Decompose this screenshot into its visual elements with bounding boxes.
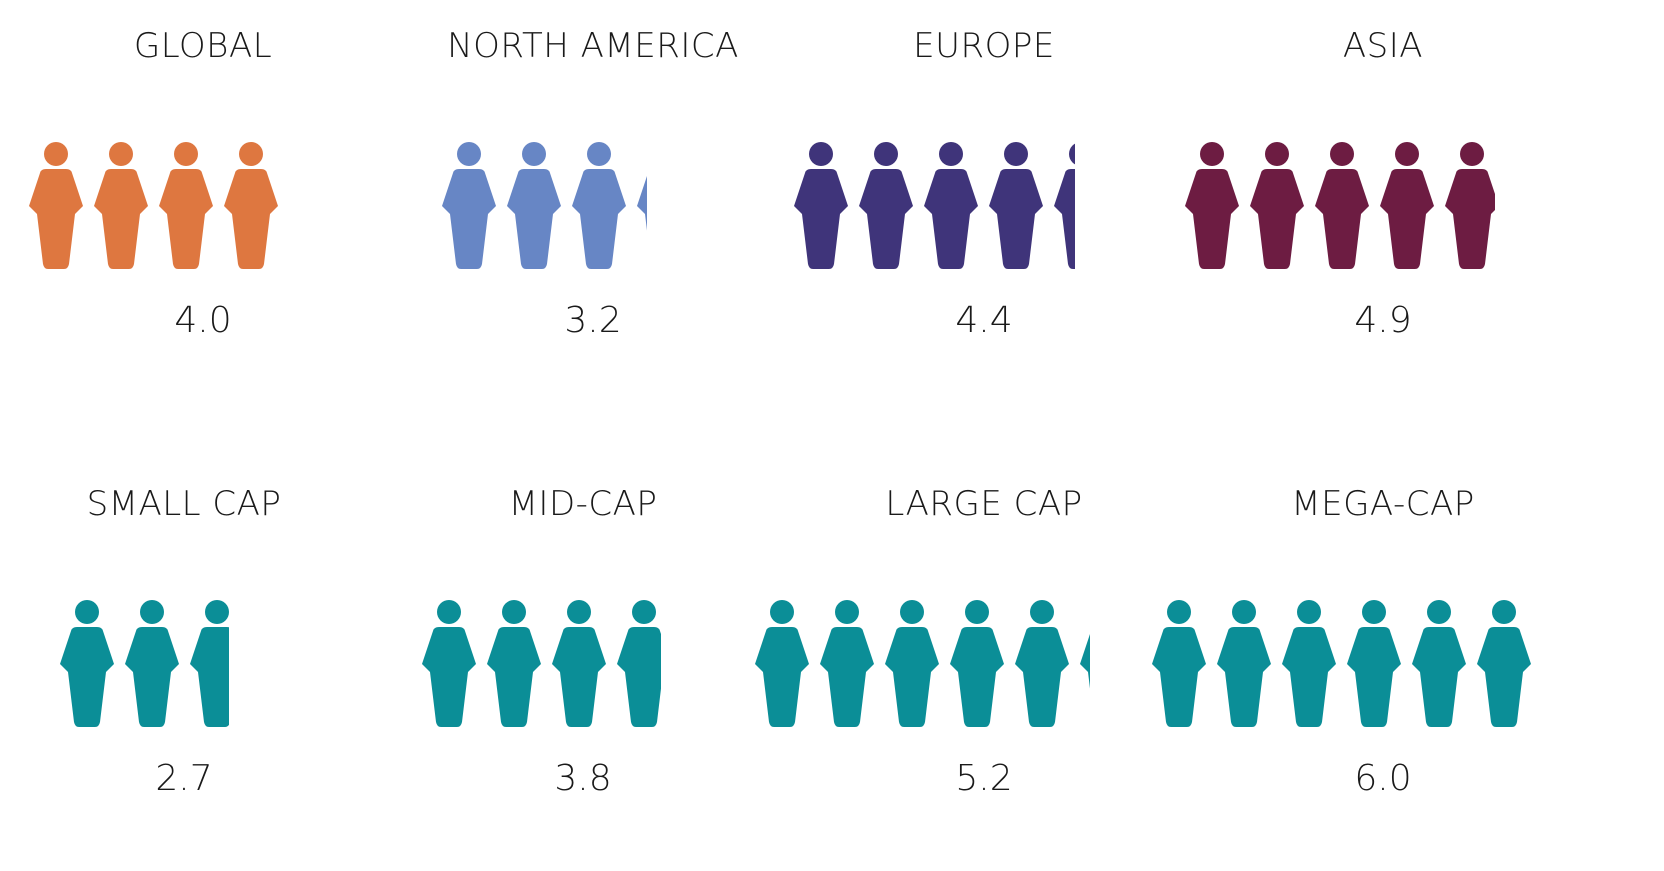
person-icons bbox=[58, 598, 229, 738]
person-icon-row bbox=[794, 142, 1076, 269]
panel-label: SMALL CAP bbox=[86, 484, 282, 524]
person-icon bbox=[442, 142, 496, 269]
person-icon bbox=[507, 142, 561, 269]
person-icon bbox=[190, 600, 229, 727]
person-icon bbox=[1477, 600, 1531, 727]
person-icon bbox=[1054, 143, 1076, 269]
person-icon bbox=[1282, 600, 1336, 727]
person-icon bbox=[1015, 600, 1069, 727]
person-icon-row bbox=[29, 142, 278, 269]
panel-value: 3.8 bbox=[554, 758, 612, 799]
person-icon bbox=[60, 600, 114, 727]
person-icon-row bbox=[1185, 142, 1496, 269]
person-icons bbox=[420, 598, 662, 738]
person-icons bbox=[753, 598, 1090, 738]
person-icon bbox=[1380, 142, 1434, 269]
person-icon bbox=[1152, 600, 1206, 727]
person-icon bbox=[1217, 600, 1271, 727]
panel-value: 3.2 bbox=[564, 300, 622, 341]
panel-value: 6.0 bbox=[1354, 758, 1412, 799]
panel-value: 5.2 bbox=[955, 758, 1013, 799]
panel-label: EUROPE bbox=[913, 26, 1055, 66]
panel-label: ASIA bbox=[1342, 26, 1424, 66]
person-icon bbox=[924, 142, 978, 269]
person-icon-row bbox=[422, 600, 662, 727]
panel-asia: ASIA 4.9 bbox=[1175, 0, 1591, 400]
person-icon bbox=[885, 600, 939, 727]
person-icons bbox=[1150, 598, 1533, 738]
person-icon-row bbox=[442, 142, 647, 269]
panel-value: 4.9 bbox=[1354, 300, 1412, 341]
person-icon bbox=[637, 177, 647, 228]
panel-label: LARGE CAP bbox=[885, 484, 1083, 524]
person-icons bbox=[440, 140, 647, 280]
person-icon bbox=[1185, 142, 1239, 269]
person-icon bbox=[159, 142, 213, 269]
panel-large-cap: LARGE CAP 5.2 bbox=[755, 458, 1192, 858]
person-icon bbox=[989, 142, 1043, 269]
person-icon bbox=[1347, 600, 1401, 727]
person-icon bbox=[820, 600, 874, 727]
panel-label: GLOBAL bbox=[133, 26, 273, 66]
panel-small-cap: SMALL CAP 2.7 bbox=[0, 458, 392, 858]
person-icon bbox=[572, 142, 626, 269]
person-icons bbox=[27, 140, 280, 280]
person-icon bbox=[1080, 635, 1090, 686]
person-icon bbox=[950, 600, 1004, 727]
person-icon-row bbox=[60, 600, 229, 727]
person-icon bbox=[224, 142, 278, 269]
person-icon bbox=[487, 600, 541, 727]
person-icon bbox=[755, 600, 809, 727]
panel-mid-cap: MID-CAP 3.8 bbox=[375, 458, 791, 858]
panel-value: 2.7 bbox=[155, 758, 213, 799]
person-icon bbox=[94, 142, 148, 269]
person-icon bbox=[617, 600, 662, 727]
panel-label: MEGA-CAP bbox=[1291, 484, 1475, 524]
person-icon-row bbox=[755, 600, 1090, 727]
person-icon bbox=[1315, 142, 1369, 269]
person-icon bbox=[1412, 600, 1466, 727]
person-icon bbox=[422, 600, 476, 727]
person-icon bbox=[859, 142, 913, 269]
panel-value: 4.4 bbox=[955, 300, 1013, 341]
person-icons bbox=[1183, 140, 1496, 280]
panel-label: MID-CAP bbox=[508, 484, 658, 524]
panel-value: 4.0 bbox=[174, 300, 232, 341]
person-icon bbox=[1250, 142, 1304, 269]
person-icon bbox=[125, 600, 179, 727]
panel-mega-cap: MEGA-CAP 6.0 bbox=[1152, 458, 1591, 858]
person-icon bbox=[794, 142, 848, 269]
person-icon-row bbox=[1152, 600, 1531, 727]
panel-global: GLOBAL 4.0 bbox=[0, 0, 411, 400]
panel-label: NORTH AMERICA bbox=[447, 26, 739, 66]
person-icon bbox=[29, 142, 83, 269]
panel-north-america: NORTH AMERICA 3.2 bbox=[385, 0, 801, 400]
person-icons bbox=[792, 140, 1076, 280]
person-icon bbox=[552, 600, 606, 727]
person-icon bbox=[1445, 142, 1496, 269]
panel-europe: EUROPE 4.4 bbox=[776, 0, 1192, 400]
